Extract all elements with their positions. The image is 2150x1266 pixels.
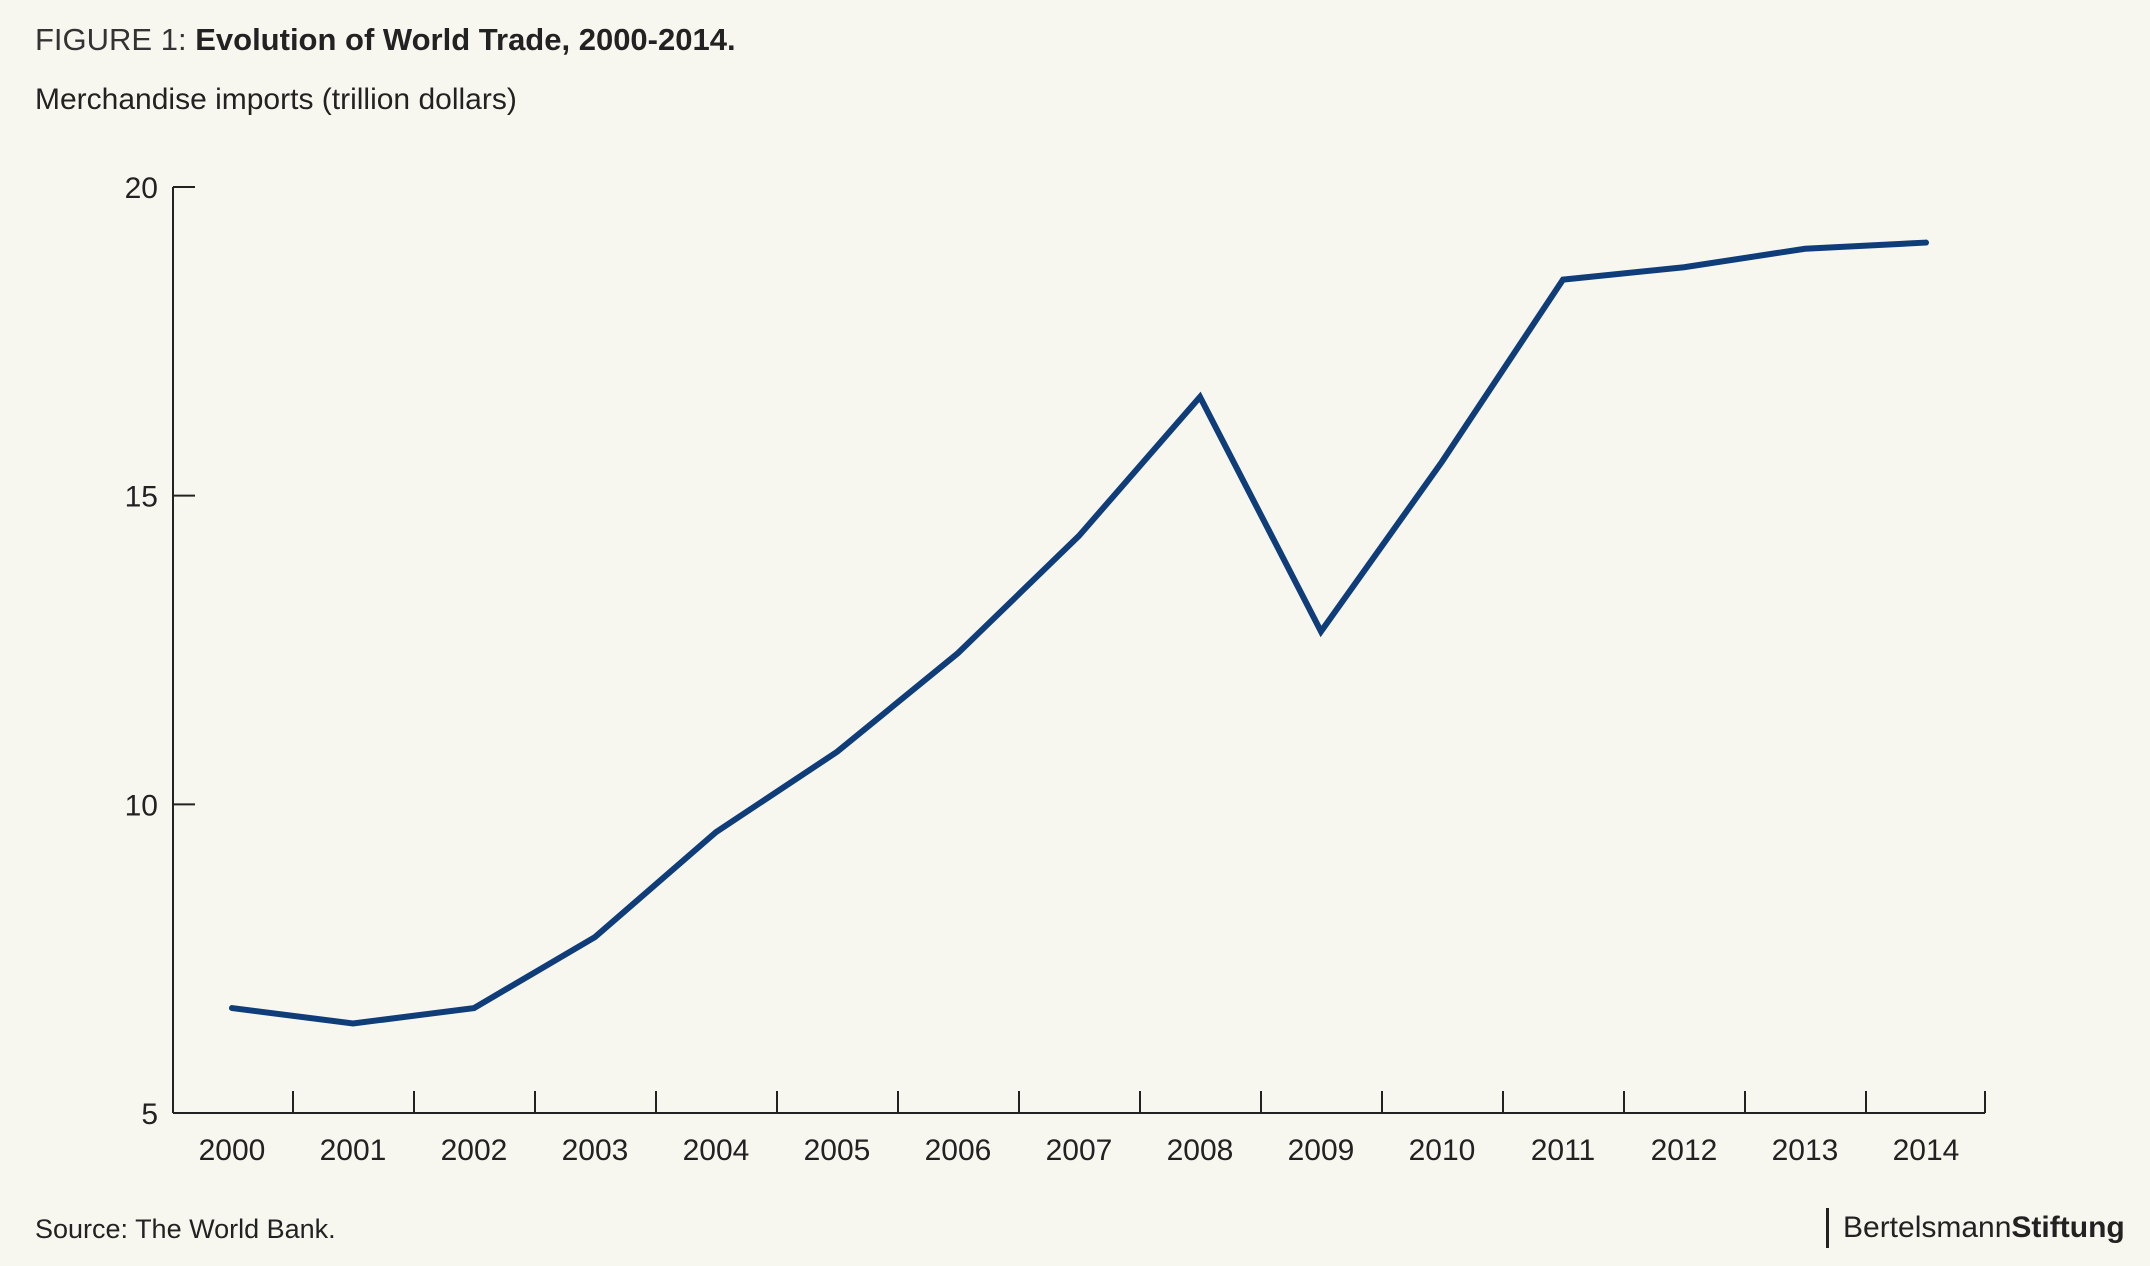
figure-label: FIGURE 1: bbox=[35, 22, 187, 57]
x-tick-label: 2011 bbox=[1531, 1134, 1596, 1167]
series-line bbox=[229, 239, 1929, 1027]
y-tick-label: 20 bbox=[125, 172, 158, 205]
x-tick-label: 2000 bbox=[199, 1134, 266, 1167]
x-tick-label: 2010 bbox=[1409, 1134, 1476, 1167]
brand-name-part1: Bertelsmann bbox=[1843, 1211, 2012, 1244]
y-tick-label: 10 bbox=[125, 789, 158, 822]
x-tick-label: 2006 bbox=[925, 1134, 992, 1167]
x-tick-label: 2001 bbox=[320, 1134, 387, 1167]
y-tick-label: 5 bbox=[141, 1098, 158, 1131]
x-tick-label: 2014 bbox=[1893, 1134, 1960, 1167]
x-tick-label: 2012 bbox=[1651, 1134, 1718, 1167]
x-tick-label: 2005 bbox=[804, 1134, 871, 1167]
source-note: Source: The World Bank. bbox=[35, 1214, 336, 1244]
brand-logo: BertelsmannStiftung bbox=[1826, 1208, 2125, 1248]
x-tick-label: 2009 bbox=[1288, 1134, 1355, 1167]
figure-title: Evolution of World Trade, 2000-2014. bbox=[195, 22, 736, 57]
x-tick-label: 2002 bbox=[441, 1134, 508, 1167]
x-tick-label: 2007 bbox=[1046, 1134, 1113, 1167]
x-tick-label: 2008 bbox=[1167, 1134, 1234, 1167]
chart-subtitle: Merchandise imports (trillion dollars) bbox=[35, 83, 517, 116]
brand-name-part2: Stiftung bbox=[2011, 1211, 2125, 1244]
x-tick-label: 2013 bbox=[1772, 1134, 1839, 1167]
figure-title-line: FIGURE 1: Evolution of World Trade, 2000… bbox=[35, 22, 736, 58]
x-tick-label: 2004 bbox=[683, 1134, 750, 1167]
y-tick-label: 15 bbox=[125, 481, 158, 514]
x-tick-label: 2003 bbox=[562, 1134, 629, 1167]
